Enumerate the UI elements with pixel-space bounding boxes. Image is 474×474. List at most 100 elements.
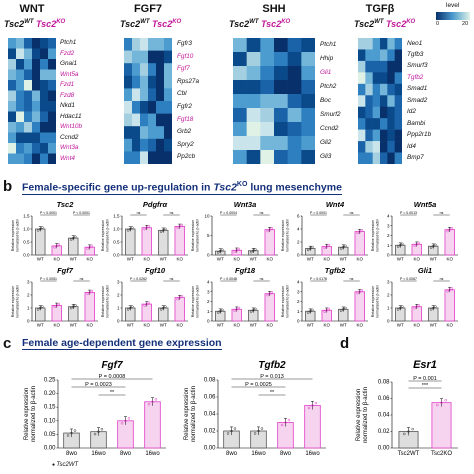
- data-point: [233, 427, 237, 430]
- heatmap-cell: [301, 108, 315, 123]
- heatmap-cell: [387, 118, 395, 130]
- heatmap-cell: [372, 60, 381, 73]
- y-axis-label-line2: normalized to β-actin: [196, 219, 200, 252]
- heatmap-cell: [40, 48, 49, 60]
- heatmap-subtitle: Tsc2WT Tsc2KO: [120, 19, 181, 29]
- heatmap-grid: [8, 38, 56, 164]
- heatmap-cell: [16, 59, 25, 70]
- data-point: [429, 246, 433, 249]
- data-point: [327, 243, 331, 247]
- x-tick-label: 16wo: [251, 451, 266, 457]
- data-point: [216, 251, 220, 254]
- heatmap-grid: [233, 38, 315, 164]
- data-point: [432, 306, 435, 310]
- data-point: [268, 292, 271, 295]
- x-tick-label: 8wo: [280, 451, 292, 457]
- heatmap-cell: [260, 122, 275, 137]
- x-tick-label: WT: [160, 323, 167, 328]
- y-tick-label: 3: [297, 289, 300, 294]
- data-point: [176, 226, 179, 230]
- heatmap-cell: [358, 49, 366, 62]
- heatmap-cell: [301, 122, 315, 137]
- heatmap-cell: [8, 111, 17, 123]
- data-point: [314, 401, 318, 405]
- heatmap-cell: [48, 143, 56, 154]
- ko-label: Tsc2: [149, 19, 173, 29]
- data-point: [230, 429, 233, 433]
- data-point: [70, 431, 73, 435]
- heatmap-cell: [164, 126, 172, 140]
- gene-label: Wnt3a: [60, 144, 79, 152]
- heatmap-cell: [372, 152, 381, 164]
- bar-chart: Fgf7 0 1 2 3 Relative expressionnormalized to…: [11, 266, 98, 328]
- y-tick-label: 0: [207, 253, 210, 258]
- heatmap-cell: [8, 80, 17, 91]
- heatmap-cell: [394, 60, 402, 73]
- y-tick-label: 1: [27, 306, 30, 311]
- data-point: [221, 248, 224, 251]
- data-point: [154, 398, 158, 401]
- data-point: [237, 247, 241, 251]
- legend-max: 20: [462, 21, 469, 27]
- x-tick-label: KO: [356, 323, 363, 328]
- heatmap-cell: [287, 108, 302, 123]
- data-point: [450, 226, 454, 230]
- data-point: [339, 309, 343, 312]
- gene-label: Fgf7: [177, 65, 190, 73]
- data-point: [219, 249, 222, 253]
- heatmap-cell: [372, 83, 381, 96]
- heatmap-cell: [358, 106, 366, 119]
- bar: [264, 229, 275, 256]
- gene-label: Fzd2: [60, 49, 75, 57]
- heatmap-cell: [372, 141, 381, 153]
- significance-label: ***: [422, 383, 429, 389]
- significance-label: P = 0.013: [260, 374, 284, 380]
- panel-b-heading: Female-specific gene up-regulation in Ts…: [22, 181, 342, 195]
- gene-label: Ccnd2: [60, 133, 79, 141]
- gene-label: Gli2: [320, 138, 332, 146]
- y-axis-label: Relative expressionnormalized to β-actin: [356, 387, 369, 443]
- heatmap-cell: [132, 151, 141, 164]
- heatmap-cell: [164, 138, 172, 152]
- y-axis-label: Relative expressionnormalized to β-actin: [191, 285, 200, 318]
- y-axis-label-line1: Relative expression: [11, 286, 15, 317]
- bar: [158, 229, 169, 256]
- heatmap-cell: [48, 69, 56, 81]
- data-point: [270, 226, 274, 230]
- heatmap-cell: [24, 90, 33, 102]
- heatmap-cell: [40, 143, 49, 154]
- x-tick-label: KO: [446, 323, 453, 328]
- heatmap-cell: [287, 80, 302, 95]
- y-axis-label-line2: normalized to β-actin: [16, 219, 20, 252]
- significance-label: P < 0.0001: [73, 211, 90, 215]
- heatmap-cell: [287, 136, 302, 151]
- bar: [141, 303, 152, 322]
- y-tick-label: 10: [204, 214, 210, 219]
- heatmap-cell: [372, 118, 381, 130]
- significance-label: ns: [440, 277, 444, 281]
- significance-label: P = 0.0013: [400, 211, 417, 215]
- heatmap-cell: [156, 88, 165, 102]
- data-point: [342, 245, 345, 249]
- y-tick-label: 1: [117, 306, 120, 311]
- heatmap-cell: [372, 72, 381, 85]
- gene-label: Fgf18: [177, 115, 194, 123]
- x-tick-label: KO: [86, 323, 93, 328]
- gene-label: Id2: [407, 108, 416, 116]
- heatmap-cell: [301, 150, 315, 164]
- data-point: [72, 305, 75, 308]
- y-tick-label: 1: [387, 306, 390, 311]
- significance-label: P = 0.0001: [310, 211, 327, 215]
- data-point: [280, 423, 284, 427]
- bar-chart: Tgfb2 0 1 2 3 4 Relative expressionnormalized …: [281, 266, 368, 328]
- y-tick-label: 0.10: [44, 418, 56, 424]
- heatmap-cell: [156, 126, 165, 140]
- y-axis-label: Relative expressionnormalized to β-actin: [191, 219, 200, 252]
- heatmap-cell: [358, 83, 366, 96]
- heatmap-cell: [8, 122, 17, 133]
- data-point: [254, 307, 257, 311]
- panel-b-heading-suffix: lung mesenchyme: [247, 181, 342, 194]
- wt-sup: WT: [140, 19, 150, 25]
- heatmap-cell: [233, 122, 247, 137]
- heatmap-cell: [132, 88, 141, 102]
